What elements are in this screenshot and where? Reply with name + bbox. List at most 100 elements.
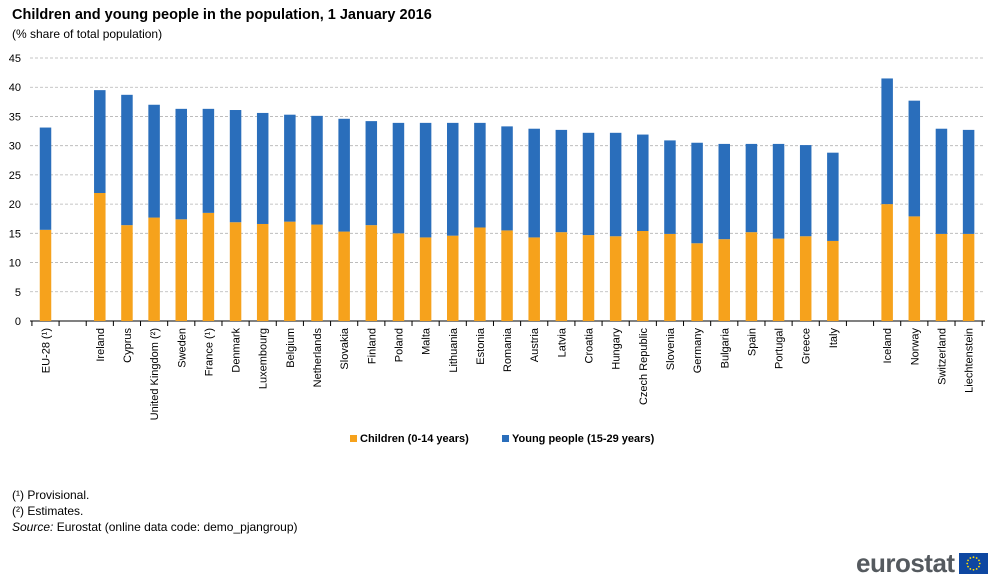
stacked-bar-chart: 0 5 10 15 20 25 30 35 40 45 EU-28 (¹) Ireland Cyprus… — [9, 53, 985, 445]
x-tick-label: France (¹) — [203, 328, 215, 376]
bar-children — [582, 235, 595, 321]
eu-flag-star — [977, 559, 980, 562]
eu-flag-star — [969, 568, 971, 570]
bar-young-people — [229, 110, 242, 223]
bar-young-people — [365, 121, 378, 226]
bar-young-people — [148, 104, 160, 218]
bar-young-people — [962, 129, 975, 234]
eu-flag-star — [969, 557, 971, 559]
x-tick-label: Hungary — [611, 328, 623, 370]
eu-flag-star — [978, 562, 981, 565]
legend-swatch — [502, 435, 509, 442]
eu-flag-star — [966, 565, 969, 568]
bar-children — [284, 221, 296, 321]
source-label: Source: — [12, 520, 54, 534]
bar-children — [148, 217, 160, 321]
eu-flag-star — [975, 557, 978, 559]
x-tick-label: Ireland — [95, 328, 107, 362]
bar-young-people — [94, 90, 106, 194]
bar-young-people — [419, 122, 432, 238]
bar-young-people — [881, 78, 893, 205]
bar-young-people — [745, 143, 758, 233]
bar-children — [691, 243, 703, 321]
bar-children — [935, 233, 948, 321]
bar-young-people — [447, 122, 459, 236]
bar-children — [392, 233, 405, 321]
bar-children — [256, 223, 269, 321]
bar-children — [501, 230, 513, 321]
x-tick-label: Portugal — [774, 328, 786, 369]
bar-young-people — [609, 132, 622, 237]
x-tick-label: Spain — [746, 328, 758, 356]
bar-young-people — [256, 112, 269, 224]
y-tick-label: 10 — [9, 258, 21, 270]
x-tick-label: Latvia — [556, 327, 568, 357]
bar-young-people — [799, 145, 812, 237]
x-tick-label: Denmark — [231, 328, 243, 373]
bar-young-people — [555, 129, 568, 233]
bar-young-people — [664, 140, 676, 234]
y-tick-label: 5 — [15, 287, 21, 299]
legend-label: Young people (15-29 years) — [512, 433, 655, 445]
eu-flag-star — [972, 556, 974, 559]
x-tick-label: Malta — [421, 327, 433, 355]
bar-children — [908, 216, 921, 321]
bar-children — [447, 235, 459, 321]
y-tick-label: 35 — [9, 111, 21, 123]
eu-flag-star — [966, 559, 969, 562]
eu-flag-star — [975, 568, 978, 570]
y-tick-label: 0 — [15, 316, 21, 328]
bar-young-people — [827, 152, 839, 241]
bar-young-people — [772, 143, 785, 239]
bar-children — [338, 231, 350, 321]
x-tick-label: Estonia — [475, 327, 487, 365]
x-tick-label: Germany — [692, 328, 704, 374]
bar-young-people — [284, 114, 296, 222]
x-tick-label: Czech Republic — [638, 328, 650, 406]
source-line: Source: Eurostat (online data code: demo… — [12, 519, 298, 535]
bar-young-people — [582, 132, 595, 236]
x-tick-label: EU-28 (¹) — [41, 328, 53, 373]
bar-young-people — [637, 134, 649, 231]
source-text: Eurostat (online data code: demo_pjangro… — [56, 520, 298, 534]
x-tick-label: Italy — [828, 328, 840, 349]
bar-young-people — [935, 128, 948, 234]
bar-children — [94, 193, 106, 321]
bar-young-people — [528, 128, 540, 238]
x-tick-label: Cyprus — [122, 328, 134, 363]
bar-children — [827, 240, 839, 321]
footnotes: (¹) Provisional. (²) Estimates. Source: … — [12, 487, 298, 535]
bar-children — [311, 224, 323, 321]
x-tick-label: Lithuania — [448, 327, 460, 373]
x-tick-label: Romania — [502, 327, 514, 372]
bar-children — [229, 222, 242, 321]
bar-children — [202, 212, 215, 321]
x-tick-label: Slovenia — [665, 327, 677, 370]
bar-young-people — [121, 94, 133, 226]
chart-title: Children and young people in the populat… — [12, 7, 432, 23]
bar-young-people — [501, 126, 513, 231]
bar-children — [664, 233, 676, 321]
bar-young-people — [39, 127, 52, 230]
x-tick-label: Croatia — [584, 327, 596, 363]
bar-children — [121, 225, 133, 321]
bar-children — [745, 232, 758, 321]
x-tick-label: Netherlands — [312, 328, 324, 388]
y-tick-label: 30 — [9, 141, 21, 153]
footnote-estimates: (²) Estimates. — [12, 504, 84, 518]
eu-flag-star — [965, 562, 968, 565]
bar-children — [39, 229, 52, 321]
y-tick-label: 40 — [9, 82, 21, 94]
bar-children — [799, 236, 812, 321]
x-tick-label: Sweden — [176, 328, 188, 368]
bar-children — [718, 239, 730, 321]
eu-flag-star — [977, 565, 980, 568]
bar-young-people — [718, 143, 730, 240]
x-tick-label: Luxembourg — [258, 328, 270, 389]
bar-young-people — [908, 100, 921, 217]
x-tick-label: Belgium — [285, 328, 297, 368]
bar-children — [637, 230, 649, 321]
x-tick-label: Bulgaria — [719, 327, 731, 368]
x-tick-label: Austria — [529, 327, 541, 362]
bar-young-people — [392, 122, 405, 234]
